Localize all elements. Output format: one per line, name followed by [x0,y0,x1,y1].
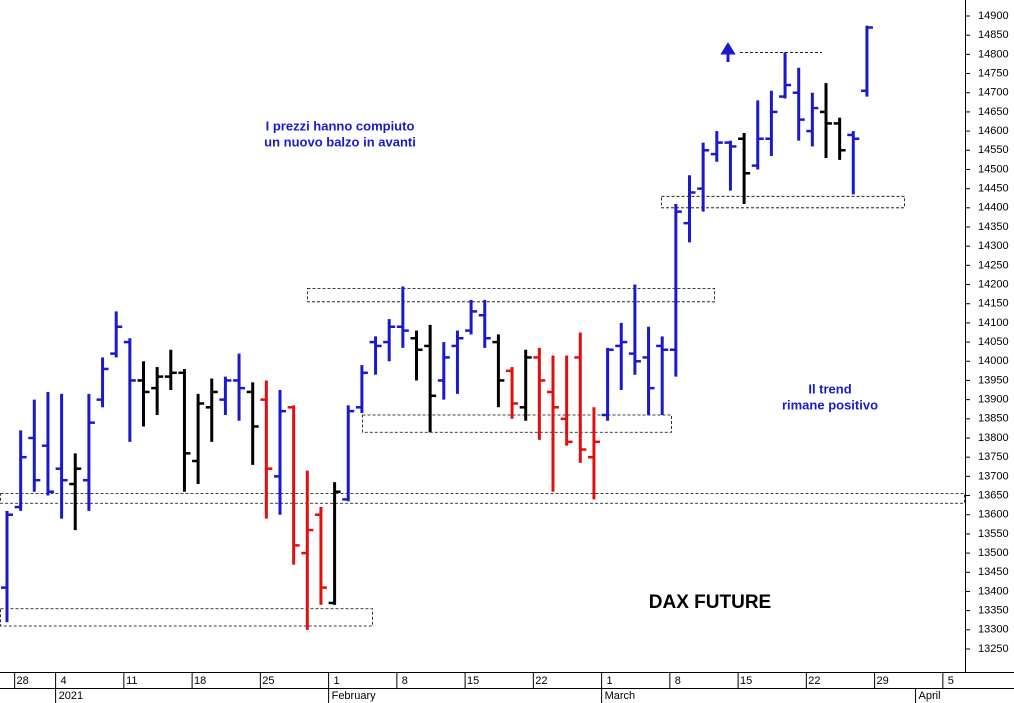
y-tick-label: 13500 [978,547,1009,559]
y-tick-label: 14900 [978,10,1009,22]
y-tick-label: 14750 [978,67,1009,79]
y-tick-label: 14200 [978,278,1009,290]
support-zone [0,608,373,627]
x-tick-label: 5 [948,675,954,687]
arrow [720,42,736,62]
y-tick-label: 13900 [978,394,1009,406]
x-tick-label: 8 [402,675,408,687]
y-tick-label: 14050 [978,336,1009,348]
y-tick-label: 14800 [978,48,1009,60]
x-tick-label: 15 [740,675,752,687]
x-tick-label: 25 [262,675,274,687]
x-tick-label: 29 [876,675,888,687]
x-tick-label: 1 [607,675,613,687]
y-tick-label: 14250 [978,259,1009,271]
month-label: February [332,690,377,702]
x-tick-label: 1 [334,675,340,687]
y-tick-label: 14550 [978,144,1009,156]
y-tick-label: 14600 [978,125,1009,137]
y-tick-label: 13650 [978,489,1009,501]
annotation: rimane positivo [782,397,878,412]
y-tick-label: 13450 [978,566,1009,578]
y-tick-label: 13800 [978,432,1009,444]
support-zone [0,493,965,504]
y-tick-label: 14450 [978,183,1009,195]
y-tick-label: 13850 [978,413,1009,425]
y-tick-label: 14000 [978,355,1009,367]
y-tick-label: 14100 [978,317,1009,329]
y-tick-label: 13400 [978,585,1009,597]
support-zone [661,195,905,209]
x-tick-label: 4 [61,675,67,687]
month-label: March [605,690,636,702]
annotation: Il trend [808,381,851,396]
y-tick-label: 13700 [978,470,1009,482]
x-tick-label: 18 [194,675,206,687]
month-label: April [919,690,941,702]
y-tick-label: 13550 [978,528,1009,540]
x-tick-label: 11 [126,675,137,687]
y-tick-label: 14300 [978,240,1009,252]
y-tick-label: 13350 [978,605,1009,617]
y-tick-label: 13250 [978,643,1009,655]
y-tick-label: 13600 [978,509,1009,521]
y-tick-label: 14500 [978,163,1009,175]
y-tick-label: 14400 [978,202,1009,214]
x-tick-label: 22 [535,675,547,687]
month-label: 2021 [59,690,83,702]
support-zone [362,414,672,433]
y-tick-label: 13300 [978,624,1009,636]
annotation: I prezzi hanno compiuto [266,118,415,133]
x-tick-label: 8 [675,675,681,687]
y-tick-label: 14650 [978,106,1009,118]
x-tick-label: 15 [467,675,479,687]
y-tick-label: 14350 [978,221,1009,233]
chart-title: DAX FUTURE [649,592,771,613]
y-tick-label: 13750 [978,451,1009,463]
y-tick-label: 14150 [978,298,1009,310]
y-tick-label: 14700 [978,87,1009,99]
annotation: un nuovo balzo in avanti [264,134,416,149]
y-tick-label: 14850 [978,29,1009,41]
x-tick-label: 28 [17,675,29,687]
y-tick-label: 13950 [978,374,1009,386]
x-tick-label: 22 [808,675,820,687]
